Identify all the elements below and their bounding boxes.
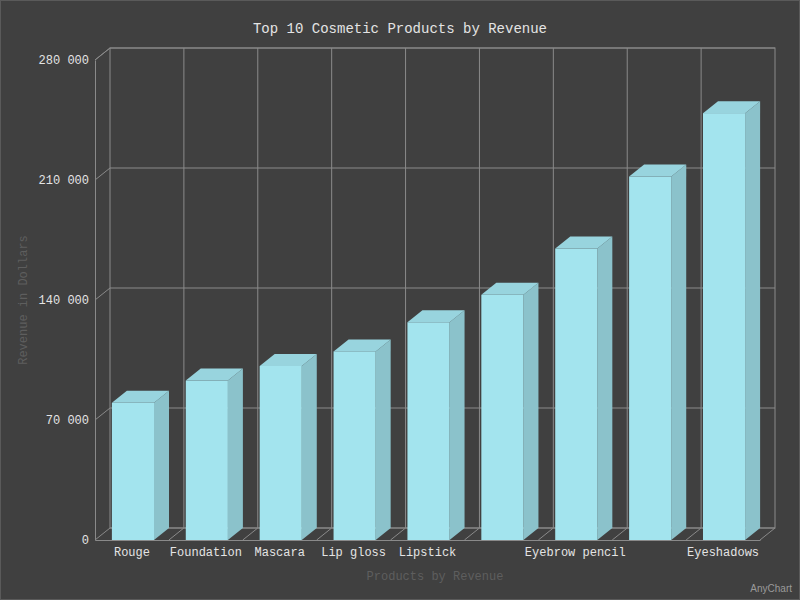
bar-top bbox=[555, 237, 612, 249]
tick-mark bbox=[95, 168, 110, 180]
x-tick: Foundation bbox=[170, 546, 242, 560]
y-tick-label: 0 bbox=[82, 534, 89, 548]
floor-line bbox=[391, 528, 406, 540]
bar bbox=[186, 369, 243, 540]
y-tick: 0 bbox=[82, 534, 95, 548]
back-wall bbox=[95, 48, 775, 540]
floor-line bbox=[686, 528, 701, 540]
bar-top bbox=[629, 165, 686, 177]
x-axis-line bbox=[96, 540, 761, 541]
bar bbox=[703, 101, 760, 540]
bar-side bbox=[597, 237, 612, 540]
y-tick-label: 210 000 bbox=[39, 174, 89, 188]
x-tick-label: Lip gloss bbox=[321, 546, 386, 560]
x-tick: Eyeshadows bbox=[687, 546, 759, 560]
bar-top bbox=[112, 391, 169, 403]
bar bbox=[481, 283, 538, 540]
bar-side bbox=[523, 283, 538, 540]
y-tick-label: 140 000 bbox=[39, 294, 89, 308]
x-tick-label: Rouge bbox=[114, 546, 150, 560]
x-tick-label: Mascara bbox=[255, 546, 305, 560]
bar-top bbox=[260, 354, 317, 366]
x-tick: Eyebrow pencil bbox=[525, 546, 626, 560]
y-tick: 210 000 bbox=[39, 174, 95, 188]
bar-front bbox=[703, 113, 745, 540]
bar-top bbox=[703, 101, 760, 113]
floor-line bbox=[169, 528, 184, 540]
floor-line bbox=[243, 528, 258, 540]
tick-mark bbox=[95, 48, 110, 60]
x-tick: Rouge bbox=[114, 546, 150, 560]
bar-side bbox=[376, 339, 391, 540]
bar bbox=[334, 339, 391, 540]
x-tick: Lipstick bbox=[399, 546, 457, 560]
floor-line bbox=[464, 528, 479, 540]
bar bbox=[407, 310, 464, 540]
bar-front bbox=[407, 322, 449, 540]
bar-front bbox=[481, 295, 523, 540]
floor-line bbox=[612, 528, 627, 540]
x-tick-label: Foundation bbox=[170, 546, 242, 560]
y-axis-title: Revenue in Dollars bbox=[17, 235, 31, 365]
wall-edge bbox=[95, 48, 110, 60]
x-axis-title: Products by Revenue bbox=[367, 570, 504, 584]
tick-mark bbox=[95, 408, 110, 420]
bar-side bbox=[302, 354, 317, 540]
bar-front bbox=[555, 249, 597, 540]
bar-top bbox=[186, 369, 243, 381]
bar-front bbox=[260, 366, 302, 540]
y-tick: 70 000 bbox=[46, 414, 95, 428]
bar bbox=[555, 237, 612, 540]
horizontal-grid bbox=[95, 48, 775, 540]
x-tick: Lip gloss bbox=[321, 546, 386, 560]
y-axis-line bbox=[95, 61, 96, 541]
credit: AnyChart bbox=[750, 583, 792, 594]
vertical-grid bbox=[169, 48, 701, 540]
x-axis: Rouge Foundation Mascara Lip gloss Lipstick E… bbox=[96, 541, 761, 560]
y-axis: 0 70 000 140 000 210 000 280 000 bbox=[39, 54, 96, 548]
x-tick-label: Lipstick bbox=[399, 546, 457, 560]
bar bbox=[260, 354, 317, 540]
bar-top bbox=[334, 339, 391, 351]
bar-front bbox=[112, 403, 154, 540]
y-tick-label: 280 000 bbox=[39, 54, 89, 68]
floor-line bbox=[317, 528, 332, 540]
background bbox=[1, 1, 800, 600]
bar-front bbox=[334, 351, 376, 540]
grid-line-y bbox=[110, 48, 775, 49]
bar bbox=[112, 391, 169, 540]
bar-side bbox=[671, 165, 686, 540]
y-tick: 280 000 bbox=[39, 54, 95, 68]
bar-side bbox=[450, 310, 465, 540]
bar-side bbox=[228, 369, 243, 540]
tick-mark bbox=[95, 528, 110, 540]
bar-top bbox=[407, 310, 464, 322]
y-tick: 140 000 bbox=[39, 294, 95, 308]
bar-top bbox=[481, 283, 538, 295]
bar-front bbox=[629, 177, 671, 540]
bar-side bbox=[745, 101, 760, 540]
tick-mark bbox=[95, 288, 110, 300]
chart: 0 70 000 140 000 210 000 280 000 Rouge Foundat… bbox=[0, 0, 800, 600]
bar-side bbox=[154, 391, 169, 540]
y-tick-label: 70 000 bbox=[46, 414, 89, 428]
x-tick-label: Eyebrow pencil bbox=[525, 546, 626, 560]
x-tick-label: Eyeshadows bbox=[687, 546, 759, 560]
bar-front bbox=[186, 381, 228, 540]
title: Top 10 Cosmetic Products by Revenue bbox=[253, 21, 547, 37]
bar bbox=[629, 165, 686, 540]
floor-edge bbox=[760, 528, 775, 540]
floor-line bbox=[538, 528, 553, 540]
x-tick: Mascara bbox=[255, 546, 305, 560]
bars bbox=[112, 101, 760, 540]
